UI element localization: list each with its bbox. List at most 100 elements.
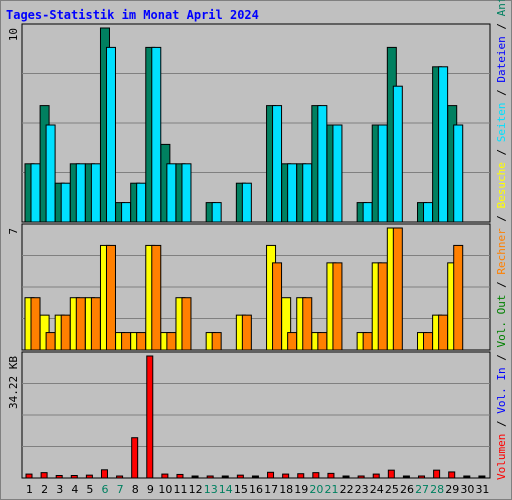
legend-part: Dateien <box>495 36 508 82</box>
bar-volumen-day-7 <box>116 475 124 479</box>
bar-rechner-day-29 <box>453 244 464 351</box>
x-tick-label: 23 <box>355 483 369 496</box>
x-tick-label: 13 <box>204 483 218 496</box>
bar-rechner-day-2 <box>45 332 56 351</box>
bar-volumen-day-21 <box>327 472 335 479</box>
x-tick-label: 25 <box>385 483 399 496</box>
x-tick-label: 29 <box>445 483 459 496</box>
bar-rechner-day-15 <box>241 314 252 351</box>
bar-rechner-day-25 <box>392 227 403 351</box>
x-tick-label: 17 <box>264 483 278 496</box>
panel-requests: 10 <box>7 23 491 223</box>
x-tick-label: 16 <box>249 483 263 496</box>
bar-volumen-day-29 <box>448 471 456 479</box>
bar-volumen-day-16 <box>251 475 259 479</box>
bar-rechner-day-4 <box>75 297 86 351</box>
bar-volumen-day-13 <box>206 475 214 479</box>
bar-rechner-day-11 <box>181 297 192 351</box>
bar-seiten-day-24 <box>377 124 388 223</box>
bar-volumen-day-3 <box>55 475 63 479</box>
bar-seiten-day-3 <box>60 182 71 223</box>
x-tick-label: 11 <box>174 483 188 496</box>
bar-volumen-day-23 <box>357 475 365 479</box>
x-tick-label: 19 <box>294 483 308 496</box>
legend-part: / <box>495 142 508 162</box>
chart-title: Tages-Statistik im Monat April 2024 <box>6 8 259 22</box>
bar-volumen-day-8 <box>131 437 139 479</box>
bar-seiten-day-27 <box>423 202 434 223</box>
y-axis-max-label: 7 <box>7 228 20 235</box>
bar-seiten-day-13 <box>211 202 222 223</box>
bar-rechner-day-20 <box>317 332 328 351</box>
bar-seiten-day-2 <box>45 124 56 223</box>
x-tick-label: 6 <box>102 483 109 496</box>
bar-volumen-day-15 <box>236 474 244 479</box>
bar-volumen-day-18 <box>282 473 290 479</box>
bar-seiten-day-6 <box>105 46 116 223</box>
bar-volumen-day-17 <box>267 471 275 479</box>
x-tick-label: 24 <box>370 483 384 496</box>
bar-volumen-day-1 <box>25 473 33 479</box>
right-legend: Volumen / Vol. In / Vol. Out / Rechner /… <box>495 0 508 480</box>
x-tick-label: 10 <box>158 483 172 496</box>
bar-rechner-day-23 <box>362 332 373 351</box>
bar-volumen-day-26 <box>402 475 410 479</box>
legend-part: Seiten <box>495 102 508 142</box>
bar-rechner-day-8 <box>136 332 147 351</box>
legend-part: Besuche <box>495 162 508 208</box>
legend-part: / <box>495 275 508 295</box>
legend-part: / <box>495 414 508 434</box>
bar-rechner-day-18 <box>287 332 298 351</box>
bar-volumen-day-25 <box>387 469 395 479</box>
bar-rechner-day-3 <box>60 314 71 351</box>
bar-volumen-day-20 <box>312 472 320 479</box>
bar-seiten-day-4 <box>75 163 86 223</box>
bar-seiten-day-11 <box>181 163 192 223</box>
bar-rechner-day-27 <box>423 332 434 351</box>
x-tick-label: 21 <box>324 483 338 496</box>
y-axis-max-label: 10 <box>7 28 20 41</box>
bar-rechner-day-1 <box>30 297 41 351</box>
bar-volumen-day-10 <box>161 473 169 479</box>
x-tick-label: 8 <box>132 483 139 496</box>
bar-volumen-day-28 <box>433 469 441 479</box>
x-tick-label: 3 <box>56 483 63 496</box>
bar-volumen-day-12 <box>191 475 199 479</box>
bar-seiten-day-15 <box>241 182 252 223</box>
x-tick-label: 4 <box>71 483 78 496</box>
x-tick-label: 20 <box>309 483 323 496</box>
x-tick-label: 22 <box>340 483 354 496</box>
bar-rechner-day-13 <box>211 332 222 351</box>
bar-volumen-day-9 <box>146 355 154 479</box>
bar-rechner-day-10 <box>166 332 177 351</box>
bar-rechner-day-17 <box>272 262 283 351</box>
bar-rechner-day-21 <box>332 262 343 351</box>
bar-seiten-day-9 <box>151 46 162 223</box>
chart-panels: 10 7 34.22 KB <box>7 23 491 479</box>
bar-seiten-day-5 <box>90 163 101 223</box>
x-tick-label: 18 <box>279 483 293 496</box>
bar-volumen-day-24 <box>372 473 380 479</box>
legend-part: Vol. In <box>495 367 508 413</box>
bar-volumen-day-6 <box>100 469 108 479</box>
x-tick-label: 7 <box>117 483 124 496</box>
bar-rechner-day-24 <box>377 262 388 351</box>
x-tick-label: 1 <box>26 483 33 496</box>
x-tick-label: 14 <box>219 483 233 496</box>
legend-part: / <box>495 16 508 36</box>
bar-seiten-day-29 <box>453 124 464 223</box>
legend-part: / <box>495 83 508 103</box>
bar-rechner-day-9 <box>151 244 162 351</box>
x-tick-label: 26 <box>400 483 414 496</box>
x-axis-labels: 1 2 3 4 5 6 7 8 9 10 11 12 13 14 15 16 17 18 19 20 21 22 23 24 2… <box>26 483 489 496</box>
legend-part: Rechner <box>495 228 508 275</box>
panel-visits: 7 <box>7 223 491 351</box>
bar-volumen-day-5 <box>85 474 93 479</box>
bar-volumen-day-22 <box>342 475 350 479</box>
bar-volumen-day-27 <box>418 475 426 479</box>
legend-part: / <box>495 208 508 228</box>
bar-besuche-day-18 <box>281 297 292 351</box>
bar-seiten-day-8 <box>136 182 147 223</box>
bar-seiten-day-19 <box>302 163 313 223</box>
